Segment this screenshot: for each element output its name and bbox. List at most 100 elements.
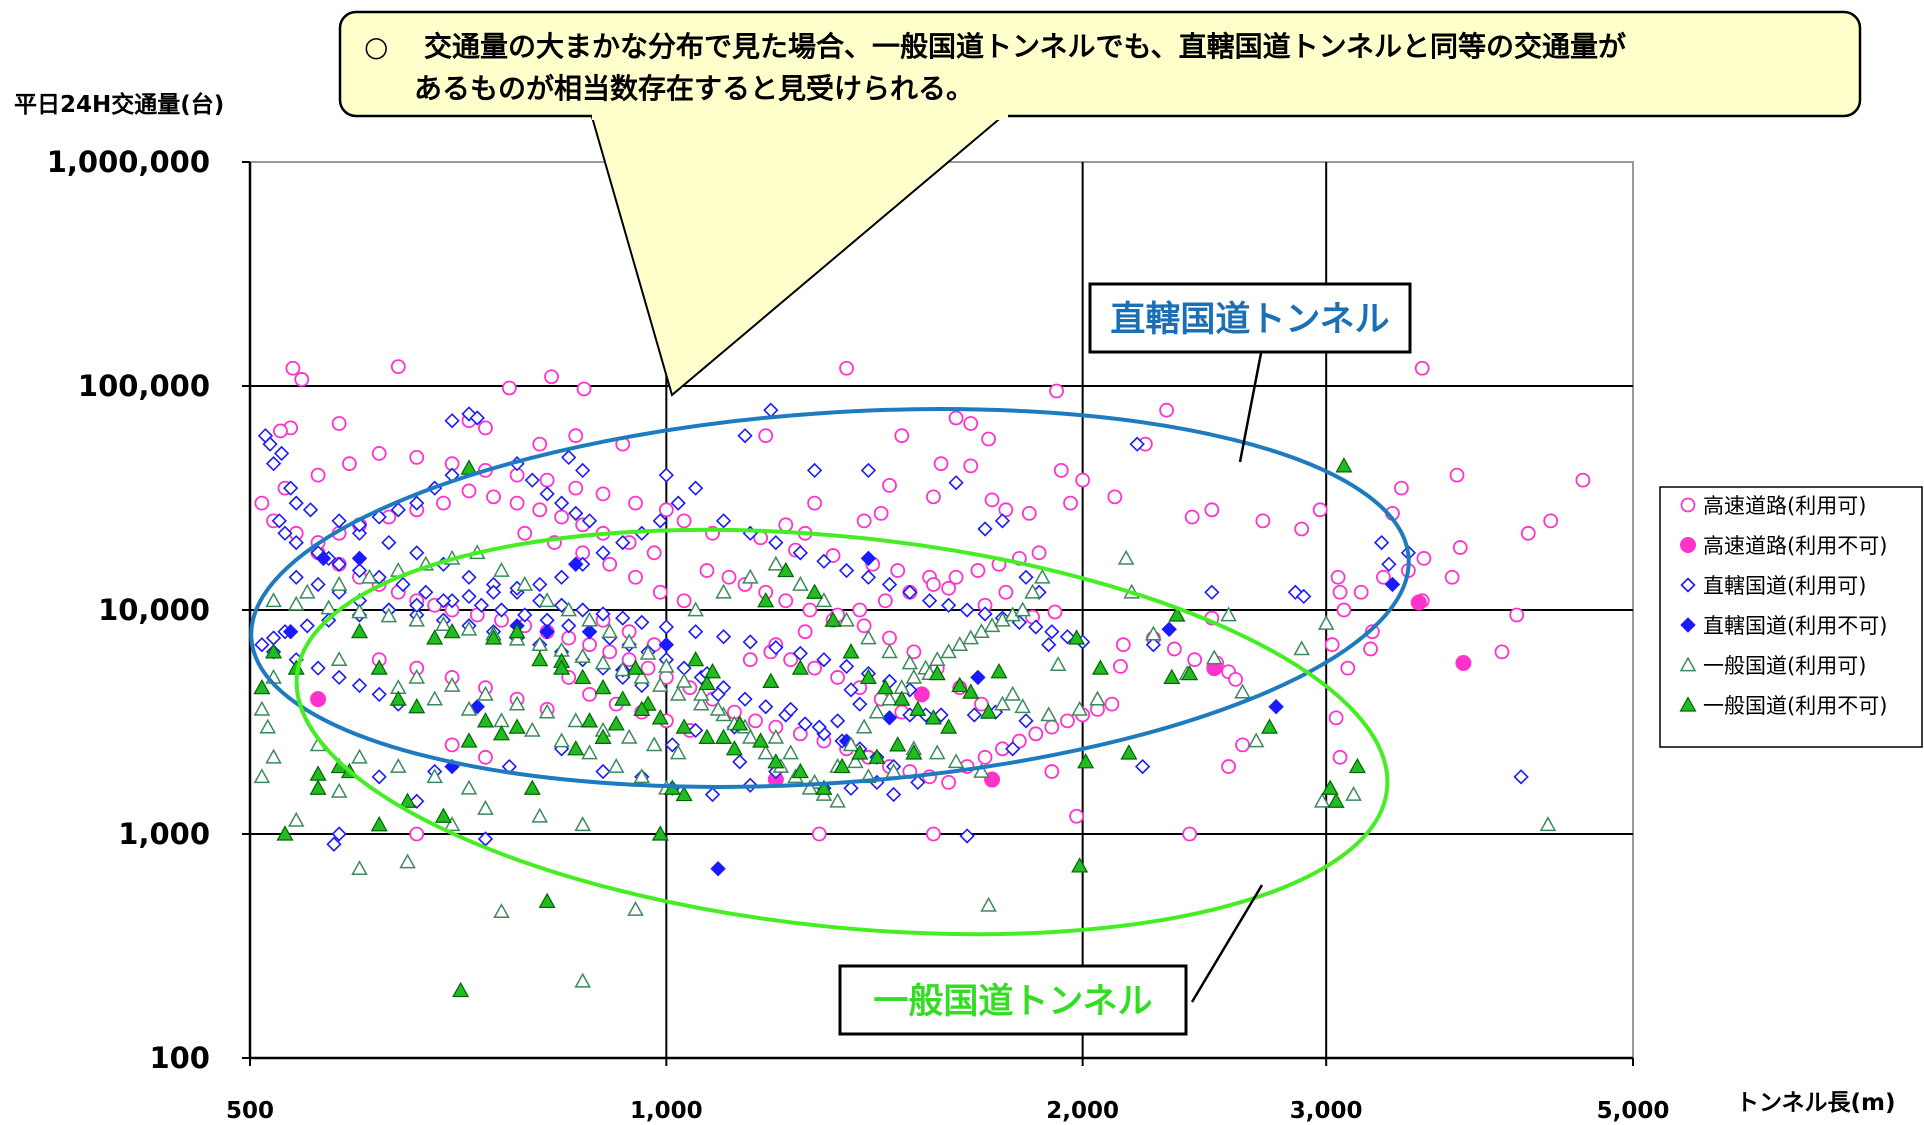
data-point-diamond-filled [315,550,332,567]
data-point-triangle-filled [567,740,585,756]
data-point-diamond-open [768,639,784,656]
data-point-circle-open [948,410,964,426]
data-point-triangle-open [1040,706,1057,722]
data-point-circle-open [748,713,763,729]
data-point-triangle-filled [757,591,775,608]
legend-label: 一般国道(利用不可) [1703,694,1887,718]
x-tick-label: 2,000 [1046,1098,1119,1124]
data-point-circle-open [742,652,758,668]
data-points [253,359,1591,998]
data-point-triangle-filled [485,629,503,645]
data-point-triangle-filled [508,622,526,639]
data-point-triangle-open [627,900,644,916]
data-point-triangle-filled [370,659,388,675]
data-point-triangle-filled [531,650,549,667]
data-point-triangle-filled [574,668,592,685]
data-point-triangle-open [1293,640,1310,656]
data-point-diamond-open [816,553,832,569]
data-point-diamond-open [715,629,732,645]
callout-line-2: あるものが相当数存在すると見受けられる。 [414,72,974,105]
data-point-triangle-filled [651,709,669,725]
data-point-triangle-open [477,685,494,701]
data-point-diamond-open [371,686,387,703]
data-point-circle-filled [1680,537,1696,553]
data-point-diamond-open [1513,769,1529,785]
data-point-triangle-open [815,592,833,608]
data-point-triangle-open [860,629,877,645]
data-point-circle-open [963,416,979,431]
y-axis-ticks: 100 1,000 10,000 100,000 1,000,000 [47,145,210,1075]
data-point-circle-open [554,509,570,525]
data-point-circle-open [839,360,854,376]
data-point-triangle-open [1089,690,1106,706]
data-point-triangle-filled [626,659,645,675]
data-point-circle-open [807,495,822,511]
data-point-diamond-filled [568,556,584,572]
data-point-triangle-open [560,601,577,617]
data-point-diamond-open [852,696,868,712]
data-point-diamond-open [390,502,406,518]
data-point-triangle-filled [408,697,426,714]
legend: 高速道路(利用可) 高速道路(利用不可) 直轄国道(利用可) 直轄国道(利用不可) 一般… [1659,486,1923,748]
data-point-triangle-open [782,744,799,760]
data-point-triangle-open [645,736,663,752]
data-point-diamond-open [658,467,674,483]
data-point-triangle-open [639,644,657,660]
data-point-triangle-filled [523,779,541,795]
ellipse-direct-national [249,407,1411,789]
data-point-diamond-open [860,462,877,479]
data-point-triangle-filled [767,753,785,769]
data-point-triangle-open [620,728,638,744]
data-point-diamond-open [539,486,555,502]
data-point-triangle-open [508,630,526,646]
data-point-triangle-filled [1327,792,1345,808]
data-point-diamond-open [1381,556,1397,572]
data-point-triangle-open [669,744,687,760]
data-point-triangle-filled [842,643,860,659]
data-point-circle-open [1060,713,1075,729]
data-point-circle-filled [1455,654,1472,671]
x-axis-label: トンネル長(m) [1736,1090,1896,1116]
data-point-diamond-filled [1680,617,1696,633]
data-point-circle-open [294,372,310,387]
data-point-circle-open [783,652,799,668]
data-point-triangle-filled [1335,457,1353,473]
data-point-diamond-open [737,428,753,444]
data-point-triangle-filled [791,659,809,675]
data-point-triangle-filled [951,676,969,693]
data-point-diamond-open [860,569,877,585]
data-point-diamond-open [418,584,434,600]
data-point-triangle-filled [370,815,388,832]
data-point-circle-open [444,737,460,753]
data-point-triangle-open [669,685,687,701]
data-point-triangle-open [658,657,675,673]
data-point-triangle-filled [1163,668,1181,685]
data-point-triangle-filled [553,659,571,675]
data-point-triangle-open [574,816,591,832]
label-direct-leader [1238,347,1264,463]
data-point-triangle-open [881,643,898,659]
data-point-diamond-filled [1161,621,1177,638]
data-point-diamond-open [283,480,299,496]
legend-label: 高速道路(利用可) [1703,494,1866,518]
data-point-circle-open [778,593,794,609]
data-point-circle-open [1031,545,1047,561]
data-point-diamond-open [351,677,368,694]
data-point-triangle-open [389,758,407,773]
data-point-diamond-open [262,436,278,452]
data-point-diamond-filled [970,669,986,686]
data-point-triangle-filled [452,981,470,998]
data-point-triangle-open [426,768,443,784]
data-point-circle-open [1069,808,1085,824]
data-point-diamond-filled [1384,576,1401,593]
data-point-triangle-filled [1261,718,1279,734]
data-point-diamond-open [829,713,846,729]
data-point-diamond-filled [860,550,877,567]
data-point-circle-open [285,360,301,376]
data-point-triangle-open [1014,698,1031,714]
data-point-circle-open [409,826,425,842]
data-point-diamond-open [351,525,368,541]
data-point-diamond-open [288,569,304,585]
data-point-circle-open [486,489,501,505]
data-point-diamond-open [994,513,1011,529]
